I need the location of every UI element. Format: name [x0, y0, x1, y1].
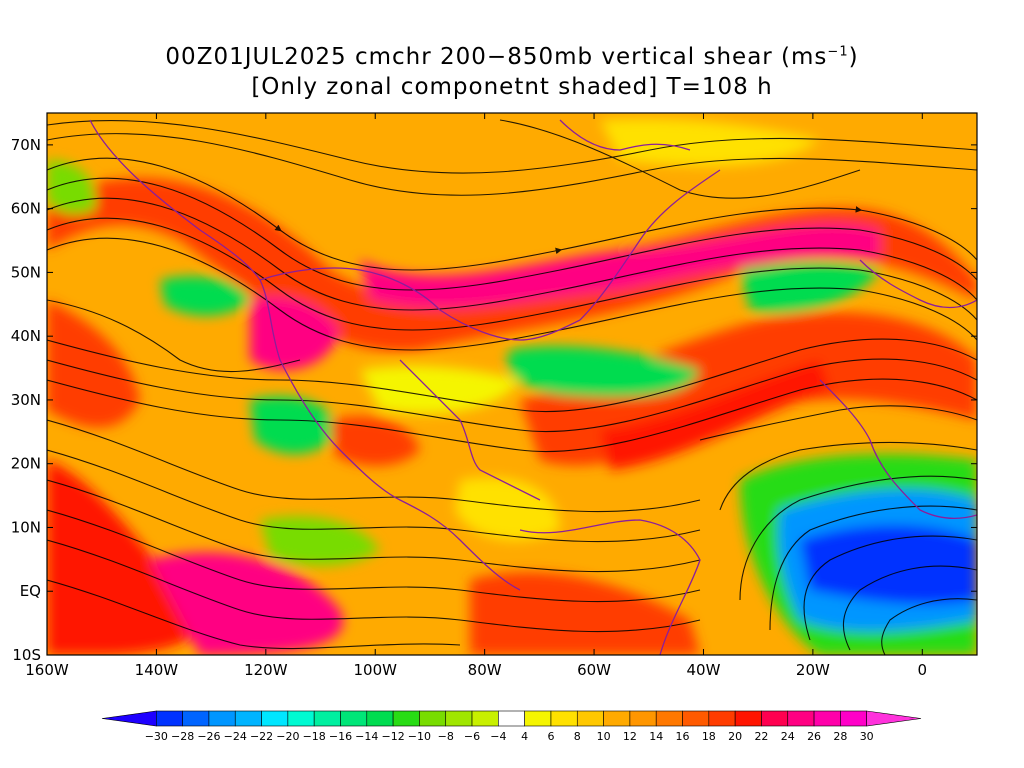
title-line-2: [Only zonal componetnt shaded] T=108 h — [251, 74, 773, 100]
colorbar-label: 8 — [574, 730, 581, 743]
colorbar-swatch — [708, 710, 736, 727]
colorbar-label: −26 — [197, 730, 220, 743]
lat-tick-label: 10N — [11, 518, 41, 536]
colorbar-label: −18 — [303, 730, 326, 743]
colorbar-swatch — [603, 710, 631, 727]
lat-tick-label: 40N — [11, 327, 41, 345]
colorbar-swatch — [313, 710, 341, 727]
colorbar-swatch — [840, 710, 867, 727]
colorbar-swatch — [234, 710, 262, 727]
latitude-axis: 70N 60N 50N 40N 30N 20N 10N EQ 10S — [11, 136, 977, 664]
colorbar-label: 12 — [623, 730, 637, 743]
colorbar-swatch — [445, 710, 473, 727]
colorbar-label: 10 — [597, 730, 611, 743]
colorbar-label: −28 — [171, 730, 194, 743]
lon-tick-label: 100W — [354, 661, 398, 679]
colorbar-label: −14 — [355, 730, 378, 743]
lat-tick-label: 20N — [11, 455, 41, 473]
colorbar-swatch — [734, 710, 762, 727]
colorbar-label: −24 — [224, 730, 247, 743]
colorbar-label: −20 — [276, 730, 299, 743]
colorbar-label: −10 — [408, 730, 431, 743]
lat-tick-label: 50N — [11, 263, 41, 281]
colorbar-label: 20 — [728, 730, 742, 743]
lon-tick-label: 140W — [135, 661, 179, 679]
colorbar-swatch — [524, 710, 552, 727]
lat-tick-label: 10S — [12, 646, 41, 664]
colorbar: −30 −28 −26 −24 −22 −20 −18 −16 −14 −12 −10 −8 −6 −4 4… — [101, 710, 922, 743]
colorbar-swatch — [787, 710, 815, 727]
lon-tick-label: 80W — [468, 661, 502, 679]
colorbar-label: 26 — [807, 730, 821, 743]
colorbar-label: −6 — [464, 730, 480, 743]
colorbar-swatch — [392, 710, 420, 727]
longitude-axis: 160W 140W 120W 100W 80W 60W 40W 20W 0 — [25, 113, 927, 679]
colorbar-swatch — [629, 710, 657, 727]
lat-tick-label: 60N — [11, 200, 41, 218]
colorbar-swatch — [866, 710, 922, 727]
coastlines — [89, 119, 977, 655]
lat-tick-label: EQ — [20, 582, 41, 600]
lon-tick-label: 120W — [244, 661, 288, 679]
colorbar-label: 18 — [702, 730, 716, 743]
colorbar-label: −22 — [250, 730, 273, 743]
colorbar-swatch — [419, 710, 447, 727]
colorbar-label: 6 — [547, 730, 554, 743]
colorbar-label: 30 — [860, 730, 874, 743]
colorbar-swatch — [761, 710, 789, 727]
colorbar-swatch — [182, 710, 210, 727]
colorbar-swatch — [655, 710, 683, 727]
colorbar-label: −12 — [381, 730, 404, 743]
colorbar-swatch — [576, 710, 604, 727]
colorbar-label: −4 — [490, 730, 506, 743]
colorbar-swatch — [101, 710, 157, 727]
colorbar-swatch — [550, 710, 578, 727]
lon-tick-label: 20W — [796, 661, 830, 679]
colorbar-swatch — [208, 710, 236, 727]
shaded-field — [47, 113, 977, 655]
lat-tick-label: 70N — [11, 136, 41, 154]
colorbar-swatch — [471, 710, 499, 727]
lat-tick-label: 30N — [11, 391, 41, 409]
colorbar-label: 28 — [833, 730, 847, 743]
lon-tick-label: 40W — [687, 661, 721, 679]
colorbar-label: 16 — [676, 730, 690, 743]
colorbar-swatch — [813, 710, 841, 727]
colorbar-swatch — [287, 710, 315, 727]
colorbar-label: −16 — [329, 730, 352, 743]
lon-tick-label: 0 — [918, 661, 928, 679]
lon-tick-label: 160W — [25, 661, 69, 679]
streamlines — [47, 119, 977, 655]
colorbar-label: −8 — [438, 730, 454, 743]
map-frame — [46, 112, 978, 656]
colorbar-label: −30 — [145, 730, 168, 743]
colorbar-label: 24 — [781, 730, 795, 743]
colorbar-swatch — [340, 710, 368, 727]
colorbar-swatch — [366, 710, 394, 727]
colorbar-swatch — [156, 710, 183, 727]
colorbar-label: 22 — [754, 730, 768, 743]
lon-tick-label: 60W — [577, 661, 611, 679]
title-line-1: 00Z01JUL2025 cmchr 200−850mb vertical sh… — [165, 44, 859, 70]
colorbar-swatch — [261, 710, 289, 727]
colorbar-label: 4 — [521, 730, 528, 743]
colorbar-label: 14 — [649, 730, 663, 743]
colorbar-swatch — [682, 710, 710, 727]
colorbar-swatch — [498, 710, 525, 727]
